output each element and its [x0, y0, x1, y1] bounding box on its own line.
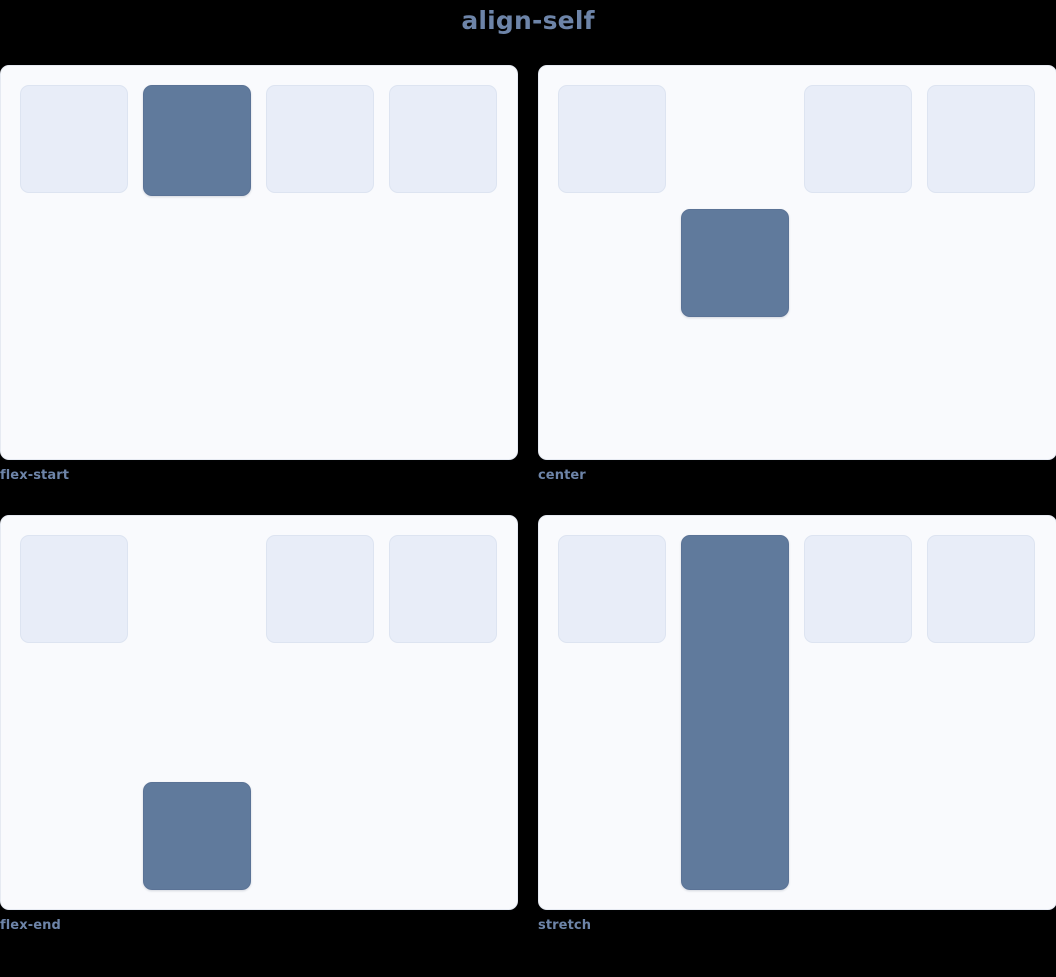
flex-item: [266, 85, 374, 193]
demo-cell-center: center: [538, 65, 1056, 485]
flex-item-aligned: [681, 208, 789, 317]
demo-caption-center: center: [538, 468, 586, 483]
page-title: align-self: [461, 6, 595, 35]
demo-cell-flex-end: flex-end: [0, 515, 518, 935]
flex-item: [804, 535, 912, 643]
demo-cell-flex-start: flex-start: [0, 65, 518, 485]
flex-item-aligned: [143, 782, 251, 890]
flex-item-aligned: [143, 85, 251, 196]
demo-cell-stretch: stretch: [538, 515, 1056, 935]
flex-item: [927, 535, 1035, 643]
flex-item: [804, 85, 912, 193]
flex-container-center: [538, 65, 1056, 460]
demo-caption-flex-end: flex-end: [0, 918, 61, 933]
flex-item: [558, 535, 666, 643]
demo-caption-stretch: stretch: [538, 918, 592, 933]
flex-item: [558, 85, 666, 193]
flex-container-flex-start: [0, 65, 518, 460]
flex-item: [389, 535, 497, 643]
flex-item: [20, 85, 128, 193]
flex-container-stretch: [538, 515, 1056, 910]
flex-item: [266, 535, 374, 643]
flex-container-flex-end: [0, 515, 518, 910]
flex-item: [20, 535, 128, 643]
flex-item: [389, 85, 497, 193]
demo-grid: flex-start center flex-end: [0, 65, 1056, 935]
flex-item: [927, 85, 1035, 193]
demo-caption-flex-start: flex-start: [0, 468, 70, 483]
flex-item-aligned: [681, 535, 789, 890]
